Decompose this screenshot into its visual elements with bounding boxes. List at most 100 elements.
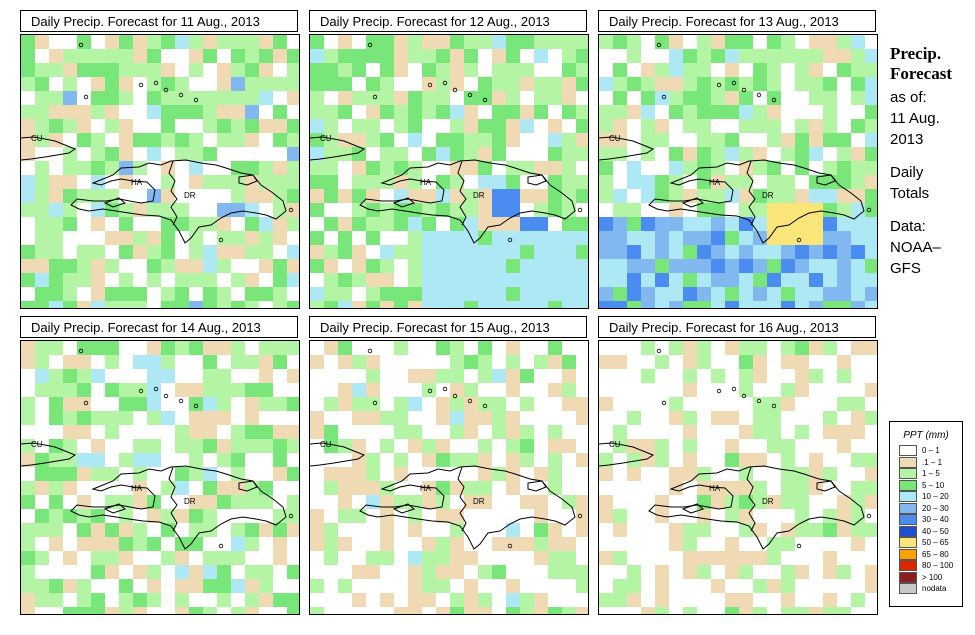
precip-cell — [739, 439, 753, 453]
precip-cell — [380, 537, 394, 551]
precip-cell — [851, 509, 865, 523]
precip-cell — [548, 287, 562, 301]
precip-cell — [725, 565, 739, 579]
precip-cell — [21, 91, 35, 105]
precip-map: CU HA DR — [20, 34, 300, 309]
precip-cell — [641, 565, 655, 579]
precip-cell — [49, 35, 63, 49]
precip-cell — [394, 383, 408, 397]
precip-cell — [352, 495, 366, 509]
precip-cell — [599, 63, 613, 77]
precip-cell — [599, 523, 613, 537]
precip-cell — [450, 301, 464, 308]
precip-cell — [641, 509, 655, 523]
precip-cell — [408, 355, 422, 369]
precip-cell — [203, 383, 217, 397]
precip-cell — [548, 523, 562, 537]
precip-cell — [324, 369, 338, 383]
precip-cell — [725, 301, 739, 308]
precip-cell — [837, 341, 851, 355]
precip-cell — [352, 341, 366, 355]
precip-cell — [324, 273, 338, 287]
precip-cell — [767, 369, 781, 383]
precip-cell — [781, 63, 795, 77]
precip-cell — [49, 523, 63, 537]
precip-cell — [599, 383, 613, 397]
precip-cell — [175, 439, 189, 453]
precip-cell — [133, 203, 147, 217]
precip-cell — [669, 341, 683, 355]
precip-cell — [599, 147, 613, 161]
precip-cell — [450, 369, 464, 383]
precip-cell — [273, 203, 287, 217]
precip-cell — [35, 341, 49, 355]
precip-cell — [683, 579, 697, 593]
precip-cell — [380, 147, 394, 161]
precip-cell — [697, 203, 711, 217]
precip-cell — [231, 341, 245, 355]
precip-cell — [492, 231, 506, 245]
precip-cell — [613, 537, 627, 551]
precip-cell — [865, 439, 877, 453]
precip-cell — [697, 231, 711, 245]
precip-cell — [613, 383, 627, 397]
precip-cell — [133, 411, 147, 425]
precip-cell — [711, 231, 725, 245]
precip-cell — [739, 341, 753, 355]
precip-cell — [767, 133, 781, 147]
precip-cell — [147, 119, 161, 133]
precip-cell — [795, 537, 809, 551]
precip-cell — [739, 259, 753, 273]
precip-cell — [161, 411, 175, 425]
precip-cell — [259, 607, 273, 614]
precip-cell — [464, 189, 478, 203]
precip-cell — [599, 287, 613, 301]
precip-cell — [273, 35, 287, 49]
precip-cell — [394, 217, 408, 231]
precip-cell — [548, 203, 562, 217]
precip-cell — [366, 355, 380, 369]
coastline-cuba — [310, 442, 366, 467]
precip-cell — [217, 453, 231, 467]
precip-cell — [520, 369, 534, 383]
precip-cell — [35, 495, 49, 509]
precip-cell — [739, 565, 753, 579]
precip-cell — [576, 411, 588, 425]
precip-cell — [627, 607, 641, 614]
precip-cell — [837, 245, 851, 259]
precip-cell — [641, 105, 655, 119]
islet-outline — [741, 393, 747, 399]
precip-cell — [245, 91, 259, 105]
precip-cell — [35, 189, 49, 203]
precip-cell — [408, 231, 422, 245]
precip-cell — [613, 287, 627, 301]
precip-cell — [408, 537, 422, 551]
precip-cell — [506, 35, 520, 49]
precip-cell — [217, 301, 231, 308]
precip-cell — [217, 273, 231, 287]
precip-cell — [655, 411, 669, 425]
islet-outline — [288, 513, 294, 519]
precip-cell — [851, 259, 865, 273]
precip-cell — [809, 411, 823, 425]
legend-item: 1 – 5 — [890, 468, 962, 480]
precip-cell — [576, 481, 588, 495]
precip-cell — [203, 77, 217, 91]
border-haiti-dr — [457, 160, 467, 226]
precip-cell — [506, 119, 520, 133]
precip-cell — [49, 383, 63, 397]
precip-cell — [366, 175, 380, 189]
precip-cell — [669, 579, 683, 593]
precip-cell — [599, 593, 613, 607]
precip-cell — [408, 63, 422, 77]
precip-cell — [506, 523, 520, 537]
precip-cell — [338, 439, 352, 453]
precip-cell — [865, 481, 877, 495]
precip-cell — [767, 411, 781, 425]
precip-cell — [506, 565, 520, 579]
precip-cell — [133, 287, 147, 301]
precip-cell — [683, 35, 697, 49]
precip-cell — [394, 119, 408, 133]
precip-cell — [599, 495, 613, 509]
precip-cell — [697, 63, 711, 77]
